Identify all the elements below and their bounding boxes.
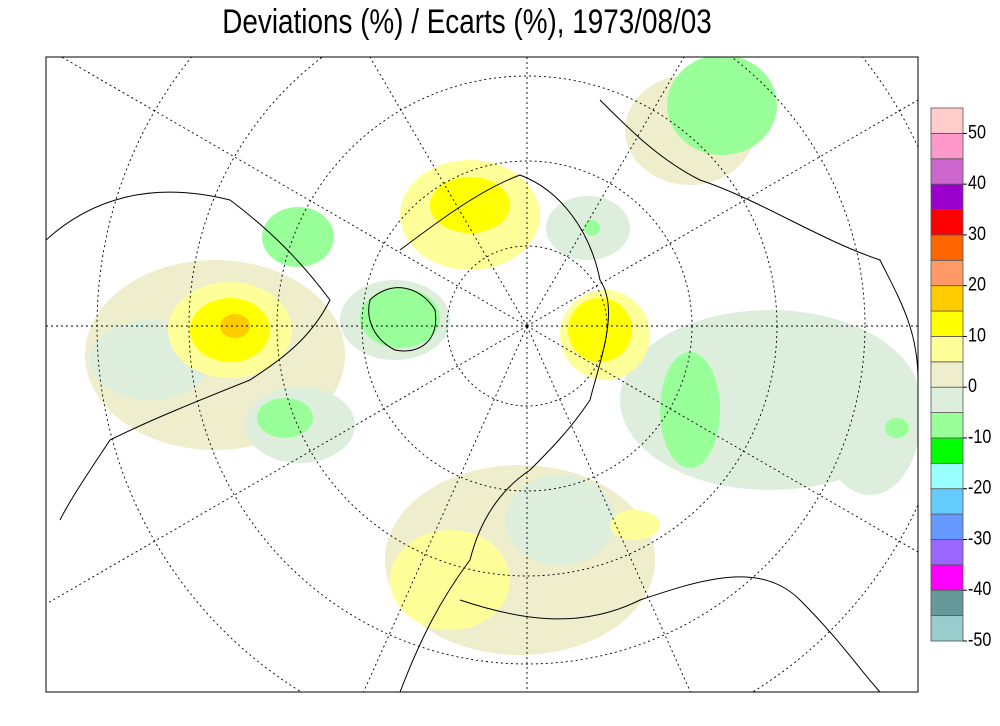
colorbar-swatch [930,615,964,642]
colorbar-swatch [930,310,964,337]
colorbar-tick-label: -20 [968,476,992,498]
map [46,57,918,692]
colorbar-tick-label: 0 [968,375,977,397]
colorbar-swatch [930,285,964,312]
colorbar-tick-label: 40 [968,172,986,194]
colorbar-swatch [930,107,964,134]
coastlines [46,99,918,692]
colorbar-tick-label: -40 [968,578,992,600]
colorbar-swatch [930,539,964,566]
colorbar-tick-label: 10 [968,324,986,346]
colorbar: -50 -40 -30 -20 -10 0 10 20 30 40 50 [930,107,992,651]
colorbar-swatch [930,132,964,160]
colorbar-tick-label: -50 [968,629,992,651]
colorbar-swatch [930,564,964,591]
colorbar-swatch [930,437,964,464]
colorbar-swatch [930,488,964,515]
colorbar-tick-label: -10 [968,426,992,448]
colorbar-swatch [930,386,964,413]
colorbar-swatch [930,589,964,617]
colorbar-tick-label: 50 [968,121,986,143]
colorbar-swatch [930,513,964,540]
colorbar-tick-label: 20 [968,273,986,295]
colorbar-swatch [930,412,964,439]
colorbar-swatch [930,234,964,261]
colorbar-swatch [930,259,964,287]
map-frame [45,56,919,693]
colorbar-swatch [930,183,964,210]
anomaly-areas [85,57,918,655]
colorbar-swatch [930,462,964,490]
colorbar-swatch [930,158,964,185]
colorbar-tick-label: 30 [968,223,986,245]
colorbar-swatch [930,336,964,363]
colorbar-swatch [930,361,964,388]
colorbar-swatch [930,209,964,236]
graticule [46,57,918,692]
colorbar-tick-label: -30 [968,527,992,549]
map-title: Deviations (%) / Ecarts (%), 1973/08/03 [222,2,711,40]
